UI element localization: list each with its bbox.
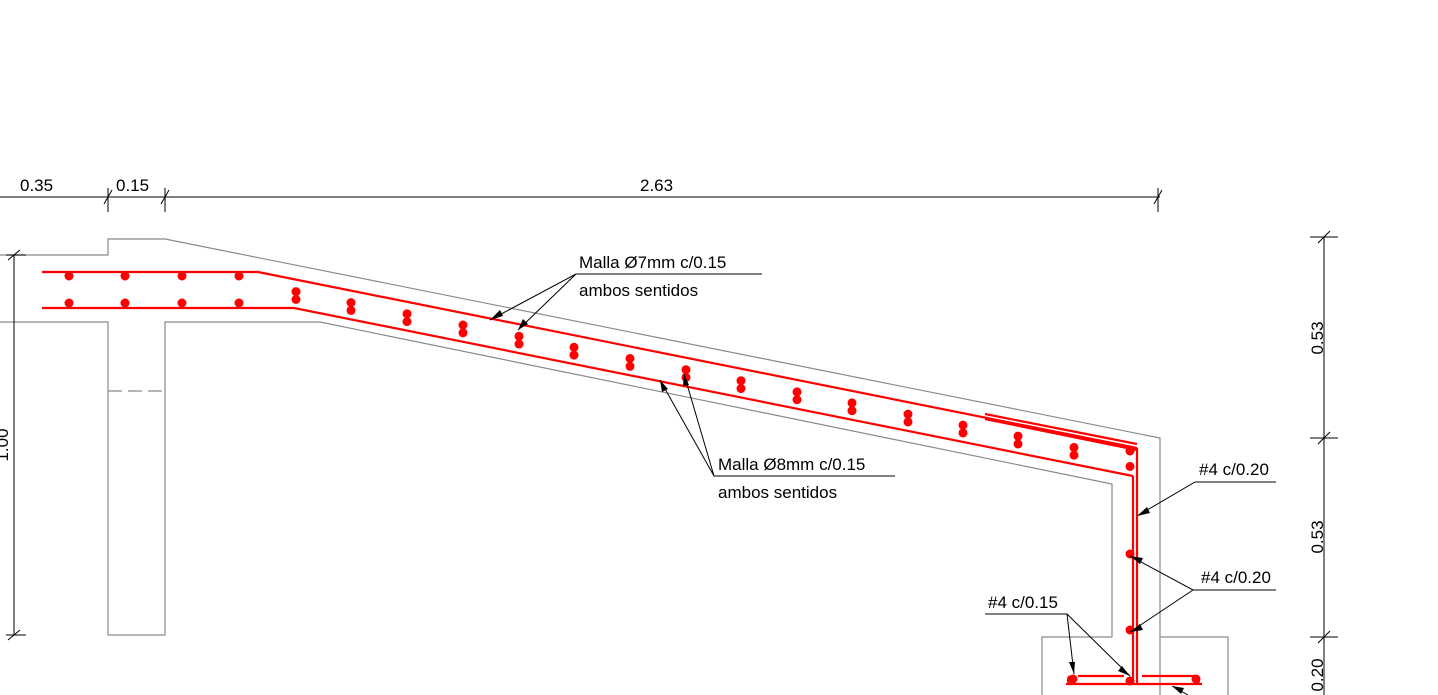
rebar-dot [1126, 447, 1135, 456]
rebar-dot [459, 328, 468, 337]
rebar-section-dots [65, 272, 1201, 686]
arrow-bottom [1172, 686, 1184, 694]
rebar-dot [347, 298, 356, 307]
dim-top-c: 2.63 [640, 176, 673, 195]
rebar-dot [793, 395, 802, 404]
rebar-dot [1070, 443, 1079, 452]
rebar-dot [292, 295, 301, 304]
top-ext-1 [104, 188, 112, 212]
rebar-dot [793, 387, 802, 396]
slab-bottom-edge [0, 322, 1112, 637]
rebar-dot [570, 351, 579, 360]
rebar-dot [515, 332, 524, 341]
arrow-footing-2 [1118, 666, 1130, 676]
arrow-footing-1 [1069, 662, 1075, 674]
rebar-dot [626, 354, 635, 363]
dim-right-middle: 0.53 [1308, 520, 1327, 553]
rebar-dot [65, 272, 74, 281]
rebar-dot [1069, 675, 1078, 684]
rebar-dot [737, 384, 746, 393]
dim-right-upper: 0.53 [1308, 321, 1327, 354]
arrow-mesh-top-1 [490, 310, 503, 320]
rebar-dot [292, 287, 301, 296]
label-mesh-bottom-line2: ambos sentidos [718, 483, 837, 502]
wall-bar-leader [1137, 482, 1276, 516]
rebar-dot [848, 406, 857, 415]
rebar-dot [347, 306, 356, 315]
rebar-dot [1014, 432, 1023, 441]
rebar-dot [626, 362, 635, 371]
top-ext-2 [161, 188, 169, 212]
rebar-dot [1126, 677, 1135, 686]
rebar-dot [459, 321, 468, 330]
rebar-lines [42, 272, 1202, 684]
rebar-dot [959, 421, 968, 430]
rebar-dot [904, 417, 913, 426]
rebar-dot [1070, 451, 1079, 460]
left-ext-top [6, 250, 26, 260]
upper-cap-bar-2 [985, 419, 1137, 450]
rebar-dot [235, 299, 244, 308]
rebar-dot [848, 398, 857, 407]
rebar-dot [65, 299, 74, 308]
dim-right-lower: 0.20 [1308, 658, 1327, 691]
label-wall-longitudinal: #4 c/0.20 [1201, 568, 1271, 587]
footing-leader [985, 614, 1130, 676]
left-ext-bottom [6, 630, 26, 640]
rebar-dot [959, 428, 968, 437]
rebar-dot [121, 299, 130, 308]
leader-lines [490, 274, 1276, 695]
rebar-dot [904, 410, 913, 419]
rebar-dot [737, 376, 746, 385]
rebar-dot [1126, 462, 1135, 471]
label-mesh-bottom-line1: Malla Ø8mm c/0.15 [718, 455, 865, 474]
dim-top-a: 0.35 [20, 176, 53, 195]
dim-left-height: 1.00 [0, 428, 12, 461]
arrow-wall-bar [1137, 507, 1150, 516]
label-wall-bar: #4 c/0.20 [1199, 460, 1269, 479]
rebar-dot [235, 272, 244, 281]
rebar-dot [682, 365, 691, 374]
footing-outline [1042, 637, 1228, 695]
rebar-dot [178, 272, 187, 281]
label-mesh-top-line2: ambos sentidos [579, 281, 698, 300]
rebar-dot [1192, 675, 1201, 684]
rebar-dot [403, 317, 412, 326]
rebar-dot [178, 299, 187, 308]
label-footing-bars: #4 c/0.15 [988, 593, 1058, 612]
rebar-dot [1014, 439, 1023, 448]
dim-top-b: 0.15 [116, 176, 149, 195]
label-mesh-top-line1: Malla Ø7mm c/0.15 [579, 253, 726, 272]
top-ext-3 [1154, 188, 1162, 212]
bottom-mesh-bar [42, 308, 1133, 476]
rebar-dot [515, 340, 524, 349]
rebar-dot [403, 309, 412, 318]
rebar-dot [570, 343, 579, 352]
rebar-dot [121, 272, 130, 281]
